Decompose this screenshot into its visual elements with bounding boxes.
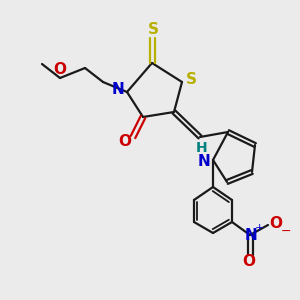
Text: +: + (254, 223, 264, 233)
Text: S: S (185, 73, 197, 88)
Text: N: N (244, 227, 257, 242)
Text: −: − (281, 224, 291, 238)
Text: N: N (112, 82, 124, 98)
Text: S: S (148, 22, 158, 38)
Text: H: H (196, 141, 208, 155)
Text: O: O (53, 61, 67, 76)
Text: O: O (242, 254, 256, 269)
Text: N: N (198, 154, 210, 169)
Text: O: O (269, 217, 283, 232)
Text: O: O (118, 134, 131, 148)
